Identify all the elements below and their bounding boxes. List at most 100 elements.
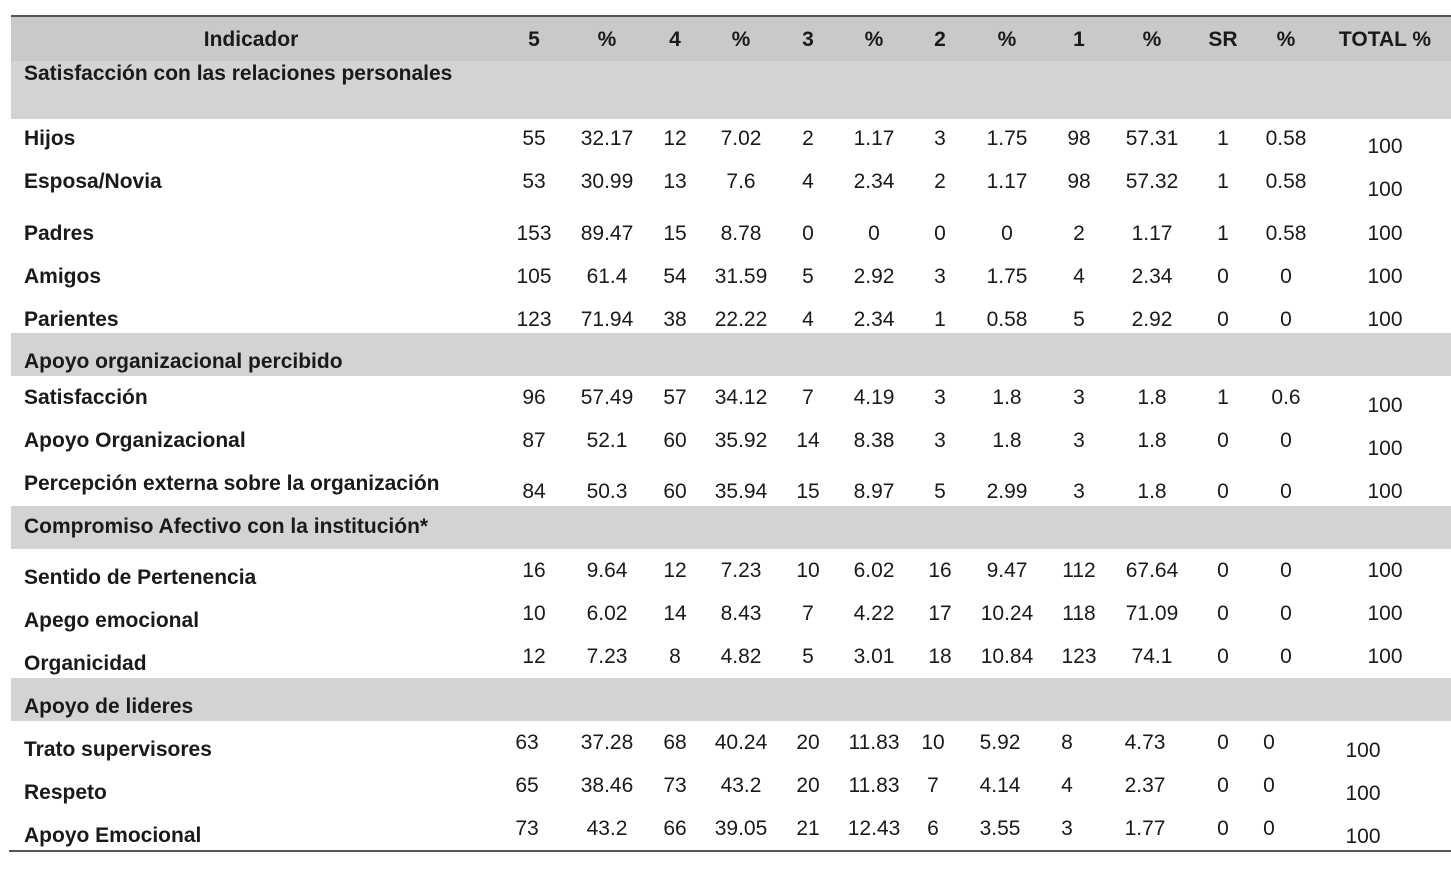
table-cell: 21: [796, 817, 820, 840]
table-cell: 100: [1367, 602, 1403, 625]
table-cell: 4: [802, 170, 814, 193]
table-cell: 50.3: [586, 480, 628, 503]
table-cell: 100: [1345, 739, 1381, 762]
table-cell: 16: [928, 559, 952, 582]
row-label-parientes: Parientes: [24, 308, 119, 331]
table-cell: 3: [934, 265, 946, 288]
section-title: Satisfacción con las relaciones personal…: [24, 62, 453, 85]
table-cell: 9.64: [586, 559, 628, 582]
table-cell: 5: [934, 480, 946, 503]
table-cell: 2.34: [1131, 265, 1173, 288]
header-1-pct: %: [1142, 28, 1162, 51]
table-cell: 2: [802, 127, 814, 150]
table-cell: 16: [522, 559, 546, 582]
table-cell: 5: [802, 645, 814, 668]
table-cell: 2.99: [986, 480, 1028, 503]
table-cell: 22.22: [714, 308, 768, 331]
table-cell: 5.92: [979, 731, 1021, 754]
table-cell: 0: [1217, 602, 1229, 625]
table-cell: 1: [1217, 386, 1229, 409]
table-cell: 98: [1067, 127, 1091, 150]
header-2-pct: %: [997, 28, 1017, 51]
table-cell: 105: [516, 265, 552, 288]
table-cell: 3: [934, 386, 946, 409]
table-cell: 13: [663, 170, 687, 193]
table-cell: 15: [663, 222, 687, 245]
table-cell: 0: [868, 222, 880, 245]
table-cell: 8: [669, 645, 681, 668]
table-cell: 38.46: [580, 774, 634, 797]
table-cell: 4.14: [979, 774, 1021, 797]
table-cell: 100: [1367, 222, 1403, 245]
table-cell: 39.05: [714, 817, 768, 840]
table-cell: 35.94: [714, 480, 768, 503]
table-cell: 1.17: [986, 170, 1028, 193]
table-cell: 4: [802, 308, 814, 331]
table-cell: 0: [1217, 480, 1229, 503]
table-cell: 7: [927, 774, 939, 797]
table-cell: 84: [522, 480, 546, 503]
row-label-organicidad: Organicidad: [24, 652, 147, 675]
table-cell: 153: [516, 222, 552, 245]
table-cell: 100: [1367, 178, 1403, 201]
table-cell: 60: [663, 480, 687, 503]
header-sr-pct: %: [1276, 28, 1296, 51]
table-cell: 7: [802, 386, 814, 409]
table-cell: 1.8: [992, 429, 1022, 452]
table-cell: 37.28: [580, 731, 634, 754]
row-label-padres: Padres: [24, 222, 95, 245]
table-cell: 20: [796, 774, 820, 797]
table-cell: 17: [928, 602, 952, 625]
table-bottom-rule: [9, 850, 1451, 852]
table-cell: 100: [1345, 782, 1381, 805]
table-cell: 67.64: [1125, 559, 1179, 582]
table-cell: 14: [796, 429, 820, 452]
table-cell: 3: [1061, 817, 1073, 840]
table-cell: 73: [515, 817, 539, 840]
table-cell: 0.6: [1271, 386, 1301, 409]
table-cell: 57.32: [1125, 170, 1179, 193]
row-label-apoyo-organizacional: Apoyo Organizacional: [24, 429, 246, 452]
header-3: 3: [802, 28, 814, 51]
table-cell: 118: [1062, 602, 1096, 625]
header-indicador: Indicador: [203, 28, 299, 51]
table-cell: 0.58: [1265, 170, 1307, 193]
header-4-pct: %: [731, 28, 751, 51]
table-cell: 0: [1217, 559, 1229, 582]
section-title: Compromiso Afectivo con la institución*: [24, 515, 429, 538]
table-cell: 35.92: [714, 429, 768, 452]
table-cell: 3.01: [853, 645, 895, 668]
table-cell: 63: [515, 731, 539, 754]
table-cell: 3: [934, 127, 946, 150]
table-cell: 32.17: [580, 127, 634, 150]
table-cell: 7: [802, 602, 814, 625]
table-cell: 57: [663, 386, 687, 409]
table-cell: 8: [1061, 731, 1073, 754]
table-cell: 2.34: [853, 308, 895, 331]
table-cell: 2: [934, 170, 946, 193]
table-cell: 74.1: [1131, 645, 1173, 668]
table-cell: 1: [1217, 127, 1229, 150]
table-cell: 5: [1073, 308, 1085, 331]
table-cell: 2.34: [853, 170, 895, 193]
table-cell: 12: [663, 127, 687, 150]
table-cell: 0: [1263, 774, 1275, 797]
table-cell: 18: [928, 645, 952, 668]
table-cell: 12: [522, 645, 546, 668]
table-cell: 7.23: [586, 645, 628, 668]
table-cell: 6.02: [586, 602, 628, 625]
table-cell: 112: [1062, 559, 1096, 582]
table-cell: 0: [1217, 817, 1229, 840]
table-cell: 1.17: [1131, 222, 1173, 245]
table-cell: 0: [1280, 429, 1292, 452]
table-cell: 96: [522, 386, 546, 409]
table-cell: 10.84: [980, 645, 1034, 668]
table-cell: 0: [1217, 645, 1229, 668]
table-cell: 0: [1217, 308, 1229, 331]
table-cell: 4.19: [853, 386, 895, 409]
table-cell: 57.49: [580, 386, 634, 409]
table-cell: 61.4: [586, 265, 628, 288]
table-cell: 57.31: [1125, 127, 1179, 150]
header-3-pct: %: [864, 28, 884, 51]
table-cell: 5: [802, 265, 814, 288]
